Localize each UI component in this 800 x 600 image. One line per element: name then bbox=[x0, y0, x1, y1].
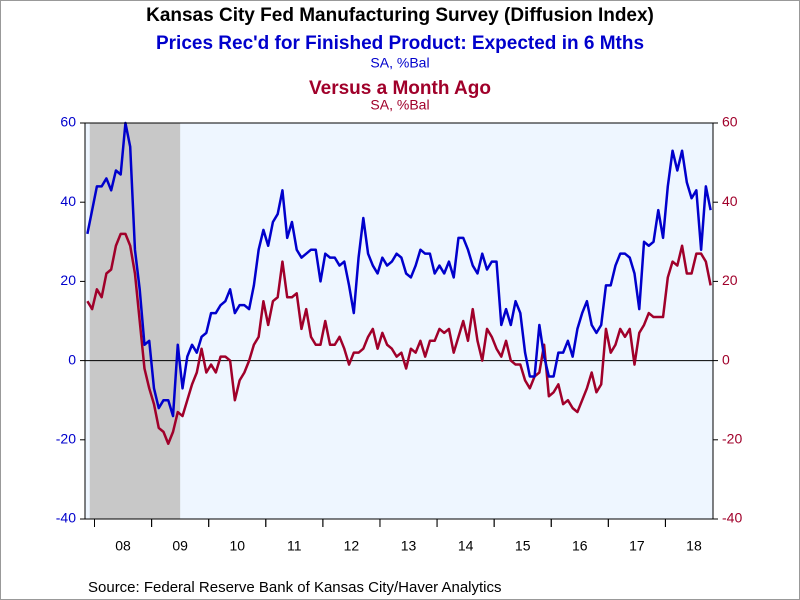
x-tick-label: 18 bbox=[686, 538, 702, 554]
x-tick-label: 14 bbox=[458, 538, 474, 554]
x-tick-label: 09 bbox=[172, 538, 188, 554]
y-tick-label: -20 bbox=[56, 431, 76, 447]
plot-area bbox=[85, 123, 713, 519]
source: Source: Federal Reserve Bank of Kansas C… bbox=[88, 579, 502, 596]
y-tick-label: 0 bbox=[68, 351, 76, 367]
series-line bbox=[86, 121, 712, 418]
plot-border bbox=[84, 122, 714, 520]
y2-tick-label: -20 bbox=[722, 431, 742, 447]
x-tick-label: 08 bbox=[115, 538, 131, 554]
series-title: Prices Rec'd for Finished Product: Expec… bbox=[156, 33, 644, 54]
x-tick-label: 17 bbox=[629, 538, 645, 554]
x-tick-label: 16 bbox=[572, 538, 588, 554]
y-tick-label: -40 bbox=[56, 510, 76, 526]
x-tick-label: 13 bbox=[401, 538, 417, 554]
series-line bbox=[86, 232, 712, 446]
x-tick-label: 10 bbox=[229, 538, 245, 554]
y-tick-label: 20 bbox=[60, 272, 76, 288]
series-units: SA, %Bal bbox=[370, 55, 429, 71]
x-tick-label: 15 bbox=[515, 538, 531, 554]
y2-tick-label: 40 bbox=[722, 193, 738, 209]
y2-tick-label: -40 bbox=[722, 510, 742, 526]
series-title: Versus a Month Ago bbox=[309, 78, 491, 99]
recession-shade bbox=[89, 123, 181, 519]
chart-title: Kansas City Fed Manufacturing Survey (Di… bbox=[146, 5, 654, 26]
y-tick-label: 40 bbox=[60, 193, 76, 209]
series-units: SA, %Bal bbox=[370, 97, 429, 113]
y2-tick-label: 0 bbox=[722, 351, 730, 367]
x-tick-label: 11 bbox=[287, 538, 302, 554]
x-tick-label: 12 bbox=[344, 538, 360, 554]
y2-tick-label: 60 bbox=[722, 114, 738, 130]
y-tick-label: 60 bbox=[60, 114, 76, 130]
y2-tick-label: 20 bbox=[722, 272, 738, 288]
